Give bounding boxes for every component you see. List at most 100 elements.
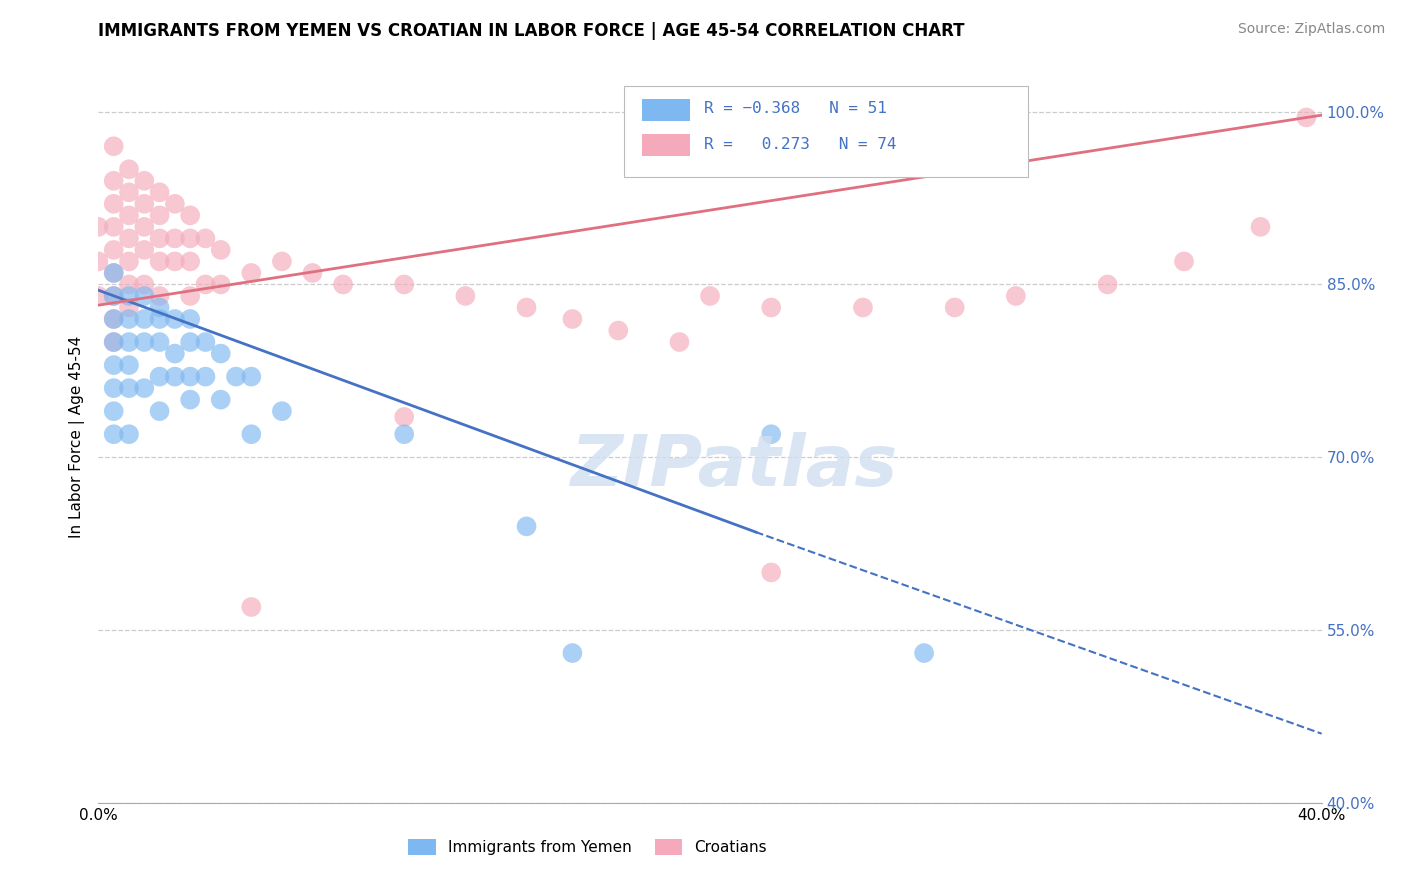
Point xyxy=(103,312,125,326)
Point xyxy=(454,289,477,303)
Point xyxy=(118,358,141,372)
Point xyxy=(103,219,125,234)
Point xyxy=(134,277,156,292)
Point xyxy=(118,254,141,268)
Point xyxy=(179,369,201,384)
Point xyxy=(103,312,125,326)
Point xyxy=(163,369,186,384)
Point xyxy=(103,427,125,442)
Point xyxy=(149,254,172,268)
Point xyxy=(607,324,630,338)
Point xyxy=(103,266,125,280)
Point xyxy=(179,231,201,245)
Point xyxy=(240,266,263,280)
Point xyxy=(118,186,141,200)
Point xyxy=(118,427,141,442)
Point xyxy=(118,301,141,315)
Text: R = −0.368   N = 51: R = −0.368 N = 51 xyxy=(704,101,887,116)
Point xyxy=(149,404,172,418)
Y-axis label: In Labor Force | Age 45-54: In Labor Force | Age 45-54 xyxy=(69,336,86,538)
Point xyxy=(149,231,172,245)
Text: IMMIGRANTS FROM YEMEN VS CROATIAN IN LABOR FORCE | AGE 45-54 CORRELATION CHART: IMMIGRANTS FROM YEMEN VS CROATIAN IN LAB… xyxy=(98,22,965,40)
Point xyxy=(194,231,217,245)
Point xyxy=(759,301,782,315)
Point xyxy=(699,289,721,303)
Point xyxy=(118,231,141,245)
Point xyxy=(103,381,125,395)
Point xyxy=(87,289,110,303)
Point xyxy=(103,289,125,303)
Point xyxy=(270,254,292,268)
Point xyxy=(561,312,583,326)
Point xyxy=(149,208,172,222)
Point xyxy=(516,301,538,315)
Point xyxy=(516,519,538,533)
Point xyxy=(118,381,141,395)
Point xyxy=(1249,219,1271,234)
Legend: Immigrants from Yemen, Croatians: Immigrants from Yemen, Croatians xyxy=(402,833,773,861)
Point xyxy=(87,219,110,234)
Point xyxy=(194,334,217,349)
Point xyxy=(103,334,125,349)
Point xyxy=(134,381,156,395)
Point xyxy=(134,243,156,257)
Point xyxy=(103,404,125,418)
Point xyxy=(194,277,217,292)
Point xyxy=(163,346,186,360)
Point xyxy=(149,369,172,384)
Point xyxy=(240,369,263,384)
Point xyxy=(163,254,186,268)
Point xyxy=(103,243,125,257)
Point xyxy=(149,289,172,303)
Point xyxy=(209,277,232,292)
Point xyxy=(118,289,141,303)
Point xyxy=(301,266,323,280)
Text: Source: ZipAtlas.com: Source: ZipAtlas.com xyxy=(1237,22,1385,37)
Point xyxy=(149,312,172,326)
Point xyxy=(1295,111,1317,125)
Point xyxy=(134,219,156,234)
Point xyxy=(209,243,232,257)
Point xyxy=(134,334,156,349)
Point xyxy=(134,197,156,211)
Point xyxy=(103,334,125,349)
Text: R =   0.273   N = 74: R = 0.273 N = 74 xyxy=(704,137,897,152)
Point xyxy=(392,409,416,424)
Point xyxy=(163,197,186,211)
Point xyxy=(561,646,583,660)
Point xyxy=(149,334,172,349)
Point xyxy=(103,289,125,303)
Point xyxy=(103,266,125,280)
FancyBboxPatch shape xyxy=(641,135,690,156)
Point xyxy=(392,277,416,292)
Point xyxy=(1097,277,1119,292)
Point xyxy=(179,312,201,326)
Point xyxy=(118,334,141,349)
Point xyxy=(118,208,141,222)
Point xyxy=(103,139,125,153)
Point xyxy=(270,404,292,418)
Point xyxy=(912,646,935,660)
Point xyxy=(759,566,782,580)
FancyBboxPatch shape xyxy=(624,86,1028,178)
Point xyxy=(163,231,186,245)
Point xyxy=(103,358,125,372)
Point xyxy=(103,174,125,188)
Point xyxy=(240,599,263,614)
Point xyxy=(134,174,156,188)
Point xyxy=(209,346,232,360)
Point xyxy=(179,392,201,407)
Point xyxy=(118,312,141,326)
Point xyxy=(943,301,966,315)
Point xyxy=(852,301,875,315)
Point xyxy=(103,197,125,211)
Point xyxy=(240,427,263,442)
Point xyxy=(118,162,141,177)
Point xyxy=(179,208,201,222)
Point xyxy=(1004,289,1026,303)
Point xyxy=(179,254,201,268)
Point xyxy=(163,312,186,326)
Point xyxy=(759,427,782,442)
Point xyxy=(392,427,416,442)
Point xyxy=(149,186,172,200)
